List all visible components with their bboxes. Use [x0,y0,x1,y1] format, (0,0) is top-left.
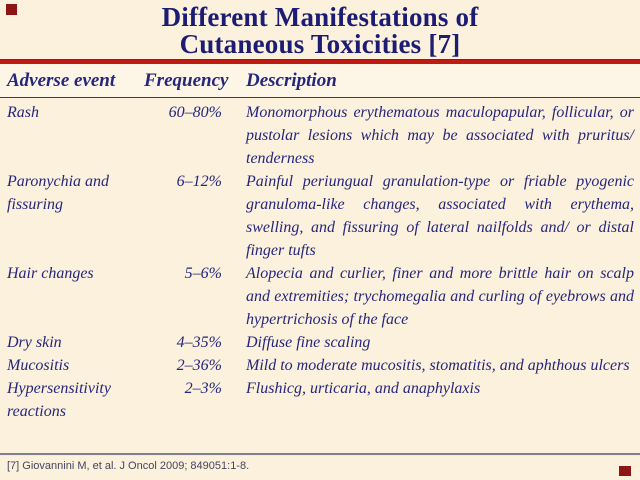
adverse-event-cell: Hair changes [7,265,94,282]
column-header-description: Description [234,64,640,98]
adverse-event-cell: Rash [7,104,39,121]
table-row: Rash 60–80% Monomorphous erythematous macu… [0,98,640,171]
table-row: Hair changes 5–6% Alopecia and curlier, fi… [0,262,640,331]
description-cell: Alopecia and curlier, finer and more bri… [246,265,634,328]
table-row: Hypersensitivity reactions 2–3% Flushicg, … [0,377,640,423]
title-line-2: Cutaneous Toxicities [7] [179,29,461,59]
corner-accent-top-left [6,4,17,15]
column-header-frequency: Frequency [140,64,234,98]
table-row: Dry skin 4–35% Diffuse fine scaling [0,331,640,354]
description-cell: Painful periungual granulation-type or f… [246,173,634,259]
adverse-events-table: Adverse event Frequency Description Rash… [0,64,640,423]
column-header-adverse-event: Adverse event [0,64,140,98]
adverse-event-cell: Mucositis [7,357,70,374]
description-cell: Diffuse fine scaling [246,334,371,351]
table-header-row: Adverse event Frequency Description [0,64,640,98]
frequency-cell: 2–36% [176,357,222,374]
frequency-cell: 5–6% [184,265,222,282]
adverse-event-cell: Dry skin [7,334,62,351]
adverse-event-cell: Hypersensitivity reactions [7,380,111,420]
adverse-event-cell: Paronychia and fissuring [7,173,110,213]
table-row: Mucositis 2–36% Mild to moderate mucositis… [0,354,640,377]
frequency-cell: 2–3% [184,380,222,397]
description-cell: Monomorphous erythematous maculopapular,… [246,104,634,167]
table-bottom-line [0,453,640,456]
corner-accent-bottom-right [619,466,631,476]
description-cell: Flushicg, urticaria, and anaphylaxis [246,380,481,397]
citation: [7] Giovannini M, et al. J Oncol 2009; 8… [7,460,250,472]
description-cell: Mild to moderate mucositis, stomatitis, … [246,357,630,374]
table-body: Rash 60–80% Monomorphous erythematous macu… [0,98,640,424]
slide-title: Different Manifestations of Cutaneous To… [0,0,640,58]
title-line-1: Different Manifestations of [161,2,479,32]
frequency-cell: 4–35% [176,334,222,351]
title-separator-line [0,59,640,64]
frequency-cell: 6–12% [176,173,222,190]
frequency-cell: 60–80% [168,104,222,121]
table-row: Paronychia and fissuring 6–12% Painful per… [0,170,640,262]
